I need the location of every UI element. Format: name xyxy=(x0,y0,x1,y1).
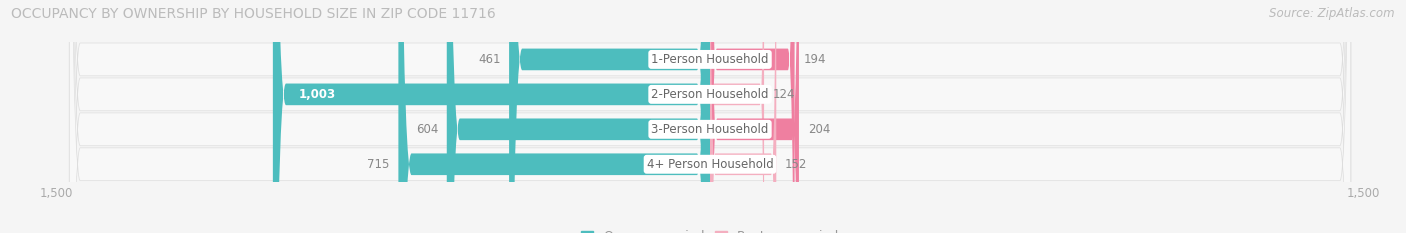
FancyBboxPatch shape xyxy=(69,0,1351,233)
Text: 461: 461 xyxy=(478,53,501,66)
FancyBboxPatch shape xyxy=(509,0,710,233)
FancyBboxPatch shape xyxy=(710,0,799,233)
Text: 1,003: 1,003 xyxy=(299,88,336,101)
Text: 3-Person Household: 3-Person Household xyxy=(651,123,769,136)
Text: 204: 204 xyxy=(807,123,830,136)
FancyBboxPatch shape xyxy=(398,0,710,233)
FancyBboxPatch shape xyxy=(69,0,1351,233)
Text: 604: 604 xyxy=(416,123,439,136)
Text: 124: 124 xyxy=(773,88,796,101)
Text: 4+ Person Household: 4+ Person Household xyxy=(647,158,773,171)
FancyBboxPatch shape xyxy=(710,0,776,233)
FancyBboxPatch shape xyxy=(69,0,1351,233)
Text: Source: ZipAtlas.com: Source: ZipAtlas.com xyxy=(1270,7,1395,20)
FancyBboxPatch shape xyxy=(710,0,763,233)
Text: 194: 194 xyxy=(803,53,825,66)
Text: 1-Person Household: 1-Person Household xyxy=(651,53,769,66)
Text: OCCUPANCY BY OWNERSHIP BY HOUSEHOLD SIZE IN ZIP CODE 11716: OCCUPANCY BY OWNERSHIP BY HOUSEHOLD SIZE… xyxy=(11,7,496,21)
Text: 2-Person Household: 2-Person Household xyxy=(651,88,769,101)
FancyBboxPatch shape xyxy=(69,0,1351,233)
Legend: Owner-occupied, Renter-occupied: Owner-occupied, Renter-occupied xyxy=(575,225,845,233)
FancyBboxPatch shape xyxy=(447,0,710,233)
Text: 152: 152 xyxy=(785,158,807,171)
FancyBboxPatch shape xyxy=(273,0,710,233)
FancyBboxPatch shape xyxy=(710,0,794,233)
Text: 715: 715 xyxy=(367,158,389,171)
